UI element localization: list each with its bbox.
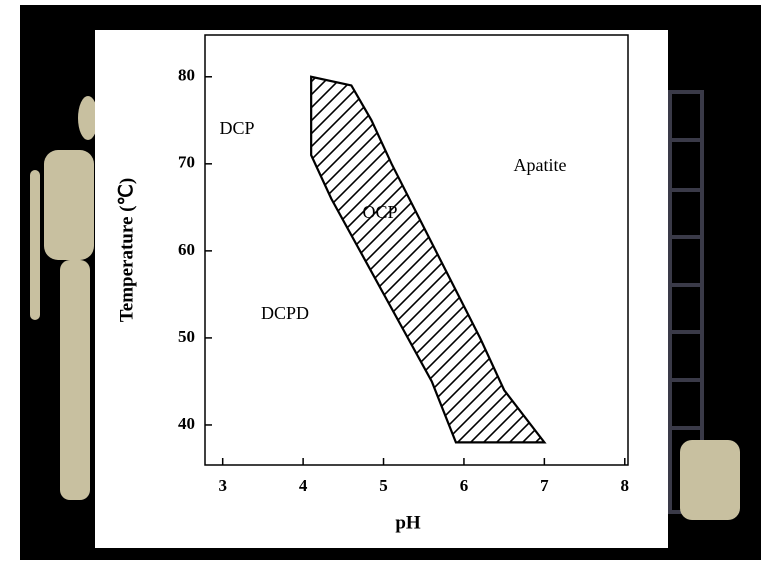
region-annotation: Apatite — [514, 155, 567, 175]
y-tick-label: 70 — [178, 153, 195, 172]
x-tick-label: 3 — [218, 476, 227, 495]
region-annotation: DCP — [219, 118, 254, 138]
hatch-line — [390, 76, 545, 443]
y-axis-label: Temperature (℃) — [116, 178, 137, 322]
x-tick-label: 5 — [379, 476, 388, 495]
y-tick-label: 60 — [178, 240, 195, 259]
hatch-line — [377, 76, 545, 443]
hatch-line — [311, 76, 432, 443]
hatch-line — [311, 76, 545, 443]
hatch-line — [311, 76, 393, 443]
region-label: OCP — [362, 202, 397, 222]
hatch-line — [311, 76, 406, 443]
x-tick-label: 6 — [460, 476, 469, 495]
hatch-line — [416, 76, 545, 443]
x-tick-label: 8 — [621, 476, 630, 495]
skeleton-decoration — [30, 96, 740, 520]
hatch-line — [311, 76, 419, 443]
x-tick-label: 4 — [299, 476, 308, 495]
region-boundary — [310, 75, 547, 444]
hatch-line — [311, 76, 545, 443]
plot-frame — [204, 34, 629, 466]
hatch-line — [429, 76, 545, 443]
y-tick-label: 40 — [178, 414, 195, 433]
x-tick-label: 7 — [540, 476, 549, 495]
hatch-line — [403, 76, 545, 443]
y-tick-label: 80 — [178, 66, 195, 85]
region-annotation: DCPD — [261, 303, 309, 323]
x-axis-label: pH — [395, 512, 421, 533]
y-tick-label: 50 — [178, 327, 195, 346]
